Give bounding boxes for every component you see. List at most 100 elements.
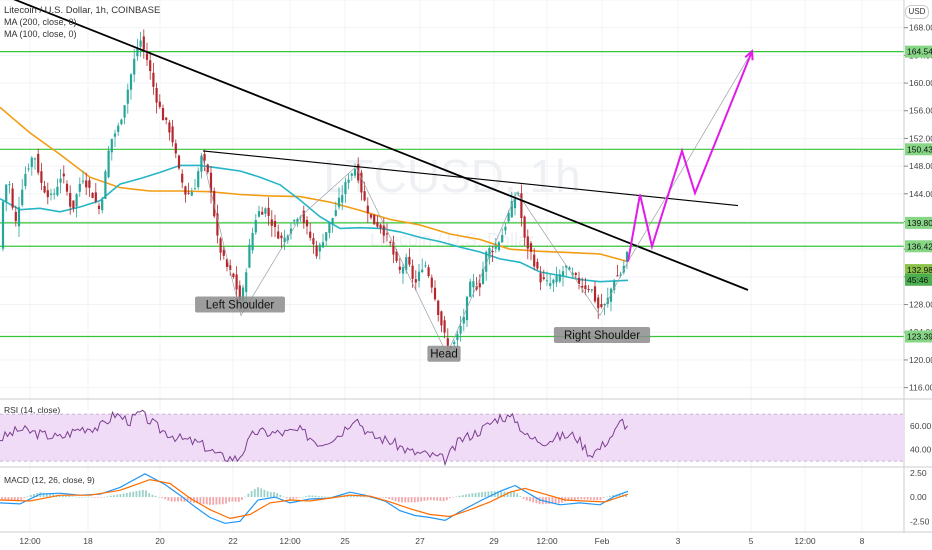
candle-body	[238, 285, 241, 301]
candle-body	[545, 280, 549, 282]
candle-body	[478, 283, 481, 288]
macd-legend[interactable]: MACD (12, 26, close, 9)	[4, 475, 95, 485]
candle-body	[392, 242, 395, 255]
candle-body	[344, 182, 347, 195]
macd-histogram-bar	[276, 493, 279, 498]
macd-histogram-bar	[154, 495, 157, 498]
candle-body	[526, 236, 529, 249]
macd-histogram-bar	[324, 496, 327, 498]
candle-body	[133, 58, 136, 75]
ma100-legend[interactable]: MA (100, close, 0)	[4, 29, 77, 39]
price-axis: 116.00120.00124.00128.00132.00136.00140.…	[904, 23, 932, 393]
rsi-line	[0, 409, 628, 467]
macd-histogram-bar	[113, 495, 115, 498]
price-tick-label: 148.00	[909, 161, 932, 171]
macd-histogram-bar	[205, 497, 208, 505]
candle-body	[597, 297, 600, 309]
macd-histogram-bar	[81, 496, 83, 498]
macd-histogram-bar	[253, 489, 256, 498]
macd-histogram-bar	[509, 492, 512, 498]
candle-body	[334, 210, 337, 216]
macd-histogram-bar	[273, 492, 275, 498]
target-line	[627, 57, 749, 262]
macd-histogram-bar	[445, 497, 448, 501]
macd-histogram-bar	[7, 497, 10, 501]
candle-body	[155, 87, 158, 103]
candle-body	[209, 172, 213, 193]
price-tag	[905, 240, 932, 253]
candle-body	[539, 273, 542, 283]
macd-histogram-bar	[599, 497, 602, 500]
macd-histogram-bar	[477, 492, 480, 498]
candle-body	[219, 238, 222, 253]
macd-histogram-bar	[292, 497, 295, 500]
macd-histogram-bar	[465, 494, 467, 498]
time-tick-label: 27	[415, 536, 425, 546]
macd-histogram-bar	[522, 497, 525, 499]
macd-histogram-bar	[33, 493, 35, 498]
annotation-box	[553, 327, 651, 344]
macd-histogram-bar	[71, 496, 74, 498]
macd-histogram-bar	[199, 497, 202, 504]
candle-body	[232, 273, 235, 278]
candle-body	[437, 300, 440, 316]
macd-histogram-bar	[557, 497, 560, 504]
macd-histogram-bar	[589, 497, 592, 500]
price-tick-label: 156.00	[909, 106, 932, 116]
candle-body	[389, 241, 392, 243]
candle-body	[427, 267, 430, 277]
candle-body	[581, 286, 584, 288]
time-tick-label: 12:00	[536, 536, 558, 546]
macd-histogram-bar	[29, 494, 32, 498]
macd-histogram-bar	[417, 497, 419, 502]
macd-histogram-bar	[4, 497, 7, 501]
candle-body	[398, 266, 401, 270]
candle-body	[85, 180, 88, 188]
price-tick-label: 144.00	[909, 189, 932, 199]
candle-body	[168, 122, 171, 133]
candle-body	[56, 186, 59, 196]
macd-histogram-bar	[58, 495, 61, 498]
price-tag-label: 150.43	[907, 144, 932, 154]
rsi-legend[interactable]: RSI (14, close)	[4, 405, 61, 415]
candle-body	[341, 195, 344, 203]
candle-body	[401, 267, 405, 274]
annotation-box	[195, 296, 285, 313]
pattern-annotation: Head	[427, 345, 461, 362]
ma200-legend[interactable]: MA (200, close, 0)	[4, 17, 77, 27]
macd-histogram-bar	[397, 497, 400, 503]
price-tick-label: 168.00	[909, 23, 932, 33]
candle-body	[536, 261, 539, 269]
price-tag	[905, 264, 932, 277]
candle-body	[293, 220, 296, 222]
time-tick-label: 29	[489, 536, 499, 546]
macd-histogram-bar	[45, 493, 48, 498]
candle-body	[117, 125, 120, 132]
candle-body	[305, 220, 309, 227]
macd-histogram-bar	[529, 497, 531, 502]
macd-histogram-bar	[241, 497, 243, 500]
macd-histogram-bar	[618, 494, 621, 498]
macd-histogram-bar	[401, 497, 403, 503]
macd-histogram-bar	[385, 497, 387, 498]
candle-body	[65, 183, 69, 192]
macd-histogram-bar	[68, 496, 71, 498]
macd-histogram-bar	[189, 497, 192, 503]
candle-body	[491, 251, 494, 253]
macd-histogram-bar	[177, 497, 179, 502]
price-tag-label: 136.42	[907, 241, 932, 251]
time-tick-label: 12:00	[279, 536, 301, 546]
candle-body	[309, 231, 312, 238]
price-tag	[905, 273, 932, 286]
macd-histogram-bar	[138, 490, 141, 498]
macd-histogram-bar	[42, 492, 45, 498]
time-tick-label: 25	[340, 536, 350, 546]
macd-histogram-bar	[173, 497, 176, 502]
candle-body	[555, 275, 558, 283]
macd-histogram-bar	[257, 487, 259, 498]
candle-body	[411, 265, 414, 279]
currency-button[interactable]: USD	[905, 5, 929, 19]
macd-histogram-bar	[468, 493, 471, 498]
